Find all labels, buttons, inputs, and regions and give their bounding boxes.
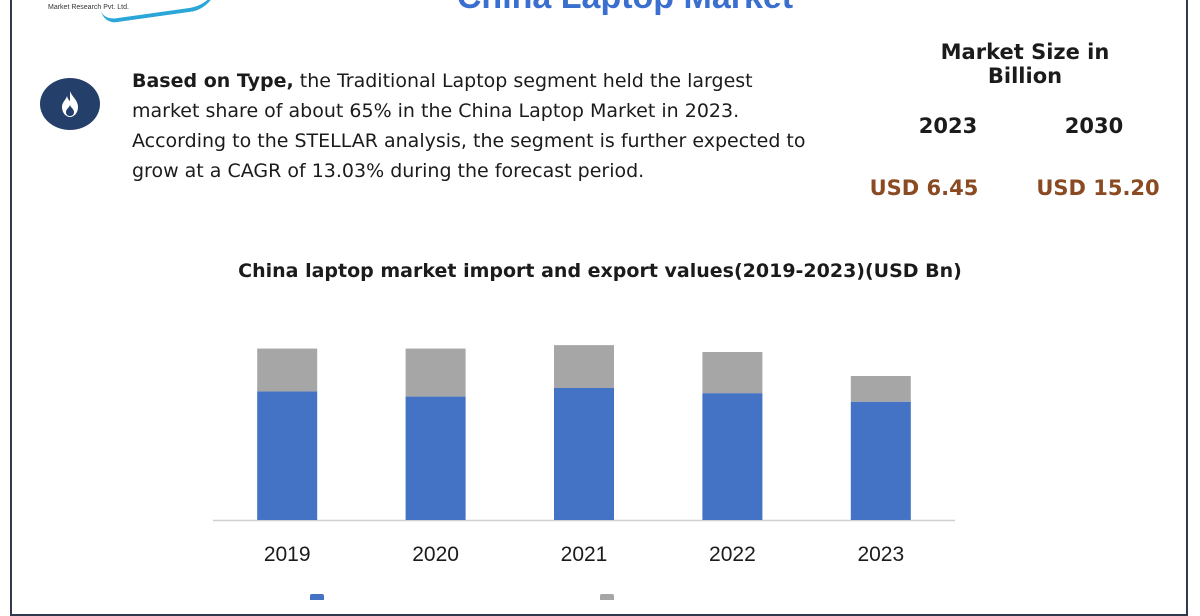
insight-text: Based on Type, the Traditional Laptop se…	[132, 66, 822, 186]
bar-2020-series-1	[405, 396, 466, 520]
market-size-year-2030: 2030	[1064, 114, 1124, 138]
bar-2021-series-1	[554, 388, 614, 520]
logo-text: Market Research Pvt. Ltd.	[48, 4, 129, 11]
bar-2019-series-1	[257, 391, 318, 520]
x-tick-label: 2022	[709, 543, 756, 566]
market-size-title: Market Size in Billion	[940, 40, 1110, 88]
page-title: China Laptop Market	[300, 0, 950, 17]
bar-2023-series-1	[850, 401, 911, 520]
stacked-bar-chart: 2019 2020 2021 2022 2023	[213, 345, 955, 566]
insight-bold-lead: Based on Type,	[132, 70, 294, 92]
bar-2023-series-2	[850, 376, 911, 402]
chart-legend	[300, 592, 860, 600]
company-logo: Market Research Pvt. Ltd.	[40, 0, 222, 26]
x-tick-label: 2020	[412, 543, 459, 566]
insight-body: the Traditional Laptop segment held the …	[132, 70, 806, 182]
bar-2019-series-2	[257, 348, 318, 392]
bar-2021-series-2	[554, 345, 614, 388]
fire-icon	[62, 91, 78, 117]
legend-swatch-series-1	[310, 594, 324, 600]
x-tick-label: 2023	[857, 543, 904, 566]
bar-2022-series-2	[702, 352, 763, 394]
market-size-value-2023: USD 6.45	[869, 176, 979, 198]
chart-title: China laptop market import and export va…	[238, 260, 962, 282]
x-tick-label: 2021	[561, 543, 608, 566]
bar-2020-series-2	[405, 348, 466, 397]
legend-swatch-series-2	[600, 594, 614, 600]
fire-badge	[40, 78, 100, 130]
market-size-year-2023: 2023	[918, 114, 978, 138]
x-tick-label: 2019	[264, 543, 311, 566]
market-size-value-2030: USD 15.20	[1036, 176, 1160, 198]
bar-2022-series-1	[702, 393, 763, 520]
